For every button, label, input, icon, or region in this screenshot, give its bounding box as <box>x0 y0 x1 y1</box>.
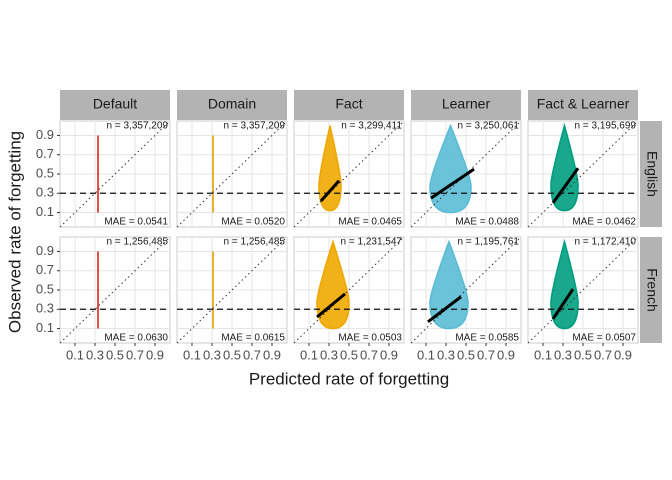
mae-annotation: MAE = 0.0488 <box>455 217 519 228</box>
fit-line <box>430 167 475 200</box>
x-tick-label: 0.5 <box>106 347 124 362</box>
x-tick-label: 0.7 <box>126 347 144 362</box>
n-annotation: n = 1,172,410 <box>575 237 637 248</box>
mae-annotation: MAE = 0.0507 <box>572 333 636 344</box>
x-tick-label: 0.1 <box>183 347 201 362</box>
strip-label: Fact <box>335 96 362 112</box>
point-cloud <box>429 239 469 330</box>
mae-annotation: MAE = 0.0465 <box>338 217 402 228</box>
strip-label: French <box>644 268 660 312</box>
diagonal-reference <box>176 120 288 228</box>
x-tick-label: 0.9 <box>380 347 398 362</box>
x-tick-label: 0.1 <box>417 347 435 362</box>
n-annotation: n = 3,299,411 <box>341 121 402 132</box>
x-tick-label: 0.9 <box>614 347 632 362</box>
fit-line <box>319 179 341 202</box>
strip <box>640 237 662 343</box>
x-tick-label: 0.3 <box>203 347 221 362</box>
strip-label: Fact & Learner <box>537 96 630 112</box>
x-tick-label: 0.5 <box>574 347 592 362</box>
mae-annotation: MAE = 0.0630 <box>104 333 168 344</box>
n-annotation: n = 3,357,209 <box>224 121 286 132</box>
strip <box>294 90 404 120</box>
x-tick-label: 0.5 <box>340 347 358 362</box>
strip <box>177 90 287 120</box>
point-cloud <box>318 125 342 212</box>
x-tick-label: 0.1 <box>66 347 84 362</box>
strip-label: Domain <box>208 96 256 112</box>
diagonal-reference <box>410 120 522 228</box>
y-tick-label: 0.7 <box>36 146 54 161</box>
x-tick-label: 0.9 <box>146 347 164 362</box>
strip <box>528 90 638 120</box>
n-annotation: n = 1,195,761 <box>458 237 520 248</box>
strip-label: Learner <box>442 96 491 112</box>
diagonal-reference <box>293 120 405 228</box>
point-cloud <box>316 239 350 330</box>
strip <box>60 90 170 120</box>
mae-annotation: MAE = 0.0503 <box>338 333 402 344</box>
x-tick-label: 0.7 <box>243 347 261 362</box>
x-axis-title: Predicted rate of forgetting <box>249 369 449 388</box>
x-tick-label: 0.9 <box>263 347 281 362</box>
diagonal-reference <box>527 120 639 228</box>
x-tick-label: 0.3 <box>86 347 104 362</box>
diagonal-reference <box>527 236 639 344</box>
strip <box>640 121 662 227</box>
x-tick-label: 0.5 <box>457 347 475 362</box>
y-tick-label: 0.1 <box>36 320 54 335</box>
y-tick-label: 0.5 <box>36 281 54 296</box>
n-annotation: n = 3,357,209 <box>107 121 169 132</box>
x-tick-label: 0.3 <box>437 347 455 362</box>
x-tick-label: 0.1 <box>300 347 318 362</box>
fit-line <box>316 292 346 319</box>
point-cloud <box>550 238 579 330</box>
y-tick-label: 0.9 <box>36 243 54 258</box>
fit-line <box>427 295 462 323</box>
diagonal-reference <box>293 236 405 344</box>
x-tick-label: 0.7 <box>477 347 495 362</box>
diagonal-reference <box>410 236 522 344</box>
y-tick-label: 0.3 <box>36 301 54 316</box>
x-tick-label: 0.7 <box>594 347 612 362</box>
x-tick-label: 0.3 <box>554 347 572 362</box>
y-tick-label: 0.5 <box>36 165 54 180</box>
x-tick-label: 0.3 <box>320 347 338 362</box>
mae-annotation: MAE = 0.0520 <box>221 217 285 228</box>
strip <box>411 90 521 120</box>
strip-label: English <box>644 151 660 197</box>
mae-annotation: MAE = 0.0462 <box>572 217 636 228</box>
n-annotation: n = 3,195,699 <box>575 121 637 132</box>
n-annotation: n = 1,256,485 <box>224 237 286 248</box>
x-tick-label: 0.7 <box>360 347 378 362</box>
y-tick-label: 0.1 <box>36 204 54 219</box>
y-axis-title: Observed rate of forgetting <box>5 131 24 333</box>
point-cloud <box>550 122 579 212</box>
n-annotation: n = 3,250,061 <box>458 121 520 132</box>
n-annotation: n = 1,231,547 <box>341 237 403 248</box>
x-tick-label: 0.5 <box>223 347 241 362</box>
n-annotation: n = 1,256,485 <box>107 237 169 248</box>
x-tick-label: 0.9 <box>497 347 515 362</box>
mae-annotation: MAE = 0.0615 <box>221 333 285 344</box>
x-tick-label: 0.1 <box>534 347 552 362</box>
diagonal-reference <box>59 236 171 344</box>
y-tick-label: 0.7 <box>36 262 54 277</box>
fit-line <box>551 288 575 320</box>
y-tick-label: 0.9 <box>36 127 54 142</box>
mae-annotation: MAE = 0.0585 <box>455 333 519 344</box>
mae-annotation: MAE = 0.0541 <box>104 217 168 228</box>
fit-line <box>551 167 580 204</box>
diagonal-reference <box>176 236 288 344</box>
y-tick-label: 0.3 <box>36 185 54 200</box>
strip-label: Default <box>93 96 137 112</box>
diagonal-reference <box>59 120 171 228</box>
